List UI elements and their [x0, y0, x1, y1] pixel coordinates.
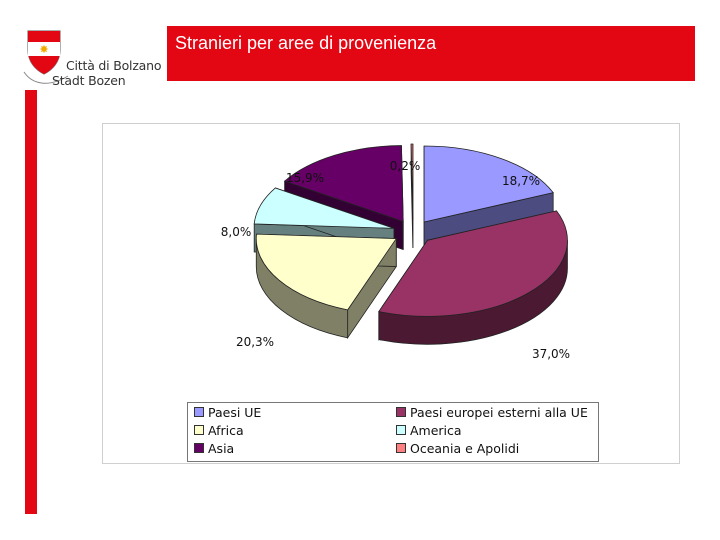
- legend-swatch: [396, 407, 406, 417]
- page-title: Stranieri per aree di provenienza: [175, 33, 437, 53]
- title-bar: Stranieri per aree di provenienza: [167, 26, 695, 81]
- coat-of-arms-icon: ✸: [27, 30, 61, 75]
- svg-text:✸: ✸: [39, 43, 48, 56]
- legend-label: Asia: [208, 441, 235, 456]
- legend-item: Africa: [194, 423, 244, 438]
- pie-slice: [410, 143, 414, 249]
- chart-frame: 18,7% 37,0% 20,3% 8,0% 15,9% 0,2% Paesi UE Pa…: [102, 123, 680, 464]
- data-label: 8,0%: [221, 225, 252, 239]
- legend-item: Paesi UE: [194, 405, 261, 420]
- legend-swatch: [194, 407, 204, 417]
- pie-slice: [255, 233, 398, 340]
- data-label: 20,3%: [236, 335, 274, 349]
- legend-swatch: [396, 443, 406, 453]
- data-label: 18,7%: [502, 174, 540, 188]
- legend-label: Oceania e Apolidi: [410, 441, 520, 456]
- city-logo: ✸ Città di Bolzano Stadt Bozen: [22, 28, 162, 90]
- legend-label: America: [410, 423, 462, 438]
- legend-item: America: [396, 423, 462, 438]
- data-label: 15,9%: [286, 171, 324, 185]
- chart-legend: Paesi UE Paesi europei esterni alla UE A…: [187, 402, 599, 462]
- legend-swatch: [194, 425, 204, 435]
- logo-city-name: Città di Bolzano: [66, 58, 162, 73]
- legend-label: Africa: [208, 423, 244, 438]
- legend-label: Paesi europei esterni alla UE: [410, 405, 588, 420]
- legend-item: Asia: [194, 441, 234, 456]
- pie-slice: [378, 210, 568, 345]
- legend-item: Oceania e Apolidi: [396, 441, 519, 456]
- logo-city-name-german: Stadt Bozen: [52, 73, 126, 88]
- data-label: 37,0%: [532, 347, 570, 361]
- legend-label: Paesi UE: [208, 405, 262, 420]
- pie-chart: 18,7% 37,0% 20,3% 8,0% 15,9% 0,2%: [221, 143, 570, 361]
- data-label: 0,2%: [390, 159, 421, 173]
- legend-swatch: [396, 425, 406, 435]
- red-side-stripe: [25, 90, 37, 514]
- legend-swatch: [194, 443, 204, 453]
- legend-item: Paesi europei esterni alla UE: [396, 405, 588, 420]
- logo-swash-icon: [23, 71, 69, 84]
